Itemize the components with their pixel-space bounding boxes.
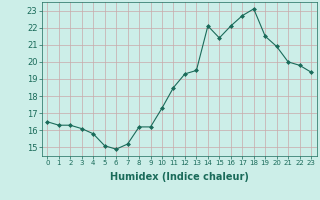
X-axis label: Humidex (Indice chaleur): Humidex (Indice chaleur) bbox=[110, 172, 249, 182]
